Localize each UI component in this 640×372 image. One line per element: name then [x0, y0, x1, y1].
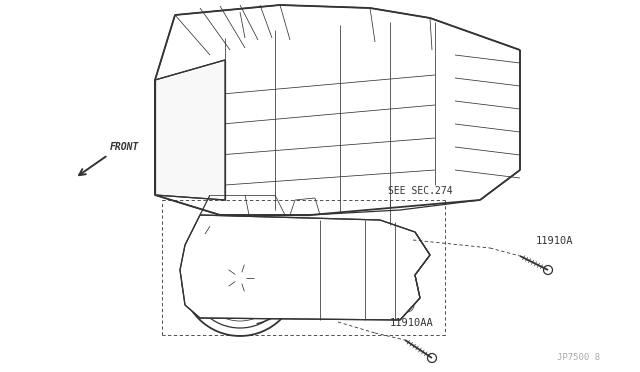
Circle shape — [234, 272, 246, 284]
Polygon shape — [180, 215, 430, 320]
Text: 11910AA: 11910AA — [390, 318, 434, 328]
Polygon shape — [155, 60, 225, 200]
Text: JP7500 8: JP7500 8 — [557, 353, 600, 362]
Text: FRONT: FRONT — [110, 142, 140, 152]
Text: 11910A: 11910A — [536, 236, 573, 246]
Text: SEE SEC.274: SEE SEC.274 — [388, 186, 452, 196]
Polygon shape — [155, 5, 520, 215]
